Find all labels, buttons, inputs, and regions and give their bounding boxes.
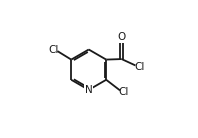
Text: Cl: Cl xyxy=(119,87,129,97)
Text: N: N xyxy=(85,85,93,95)
Text: Cl: Cl xyxy=(48,44,59,55)
Text: Cl: Cl xyxy=(134,62,144,72)
Text: O: O xyxy=(117,32,126,42)
